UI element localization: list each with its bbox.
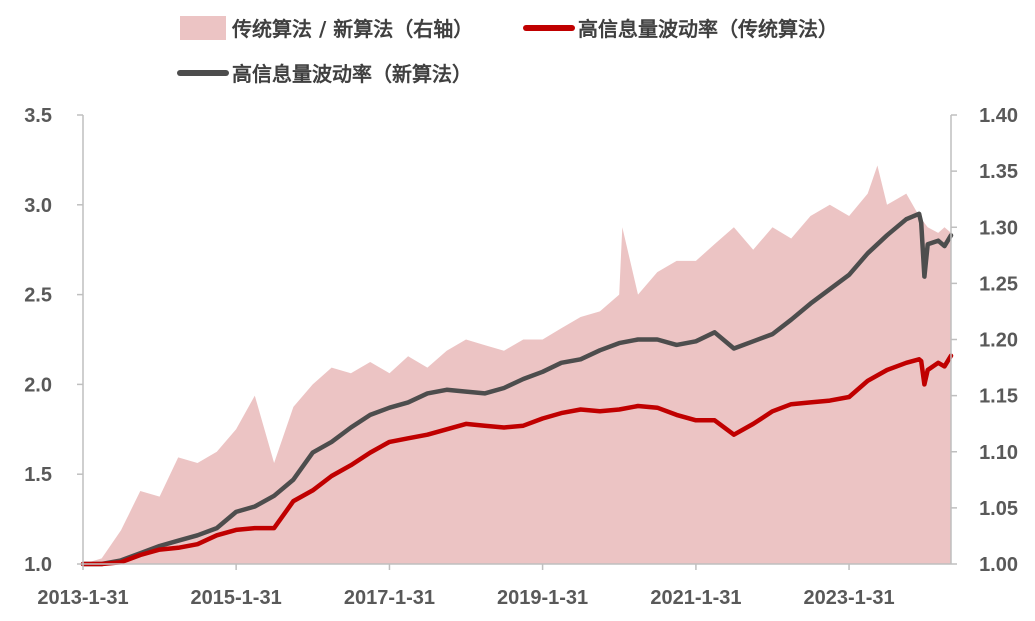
axes: 1.0 1.5 2.0 2.5 3.0 3.5 1.00 1.05 1.10 1.15 1.20 1.… — [24, 105, 1018, 609]
x-tick-label: 2017-1-31 — [344, 587, 435, 609]
y-left-tick-label: 2.0 — [24, 374, 52, 396]
series-area-ratio — [83, 165, 951, 564]
legend-item-traditional: 高信息量波动率（传统算法） — [523, 17, 838, 41]
legend-item-new: 高信息量波动率（新算法） — [177, 62, 472, 86]
legend-label-new: 高信息量波动率（新算法） — [232, 62, 472, 86]
legend-label-traditional: 高信息量波动率（传统算法） — [578, 17, 838, 41]
x-tick-label: 2019-1-31 — [497, 587, 588, 609]
y-right-tick-label: 1.15 — [979, 386, 1018, 408]
y-right-tick-label: 1.35 — [979, 161, 1018, 183]
y-right-tick-label: 1.10 — [979, 442, 1018, 464]
x-tick-label: 2021-1-31 — [650, 587, 741, 609]
legend: 传统算法 / 新算法（右轴） 高信息量波动率（传统算法） 高信息量波动率（新算法… — [177, 16, 838, 86]
y-right-tick-label: 1.20 — [979, 330, 1018, 352]
y-left-tick-label: 2.5 — [24, 285, 52, 307]
legend-label-ratio: 传统算法 / 新算法（右轴） — [231, 17, 473, 41]
y-right-tick-label: 1.40 — [979, 105, 1018, 127]
series-line-traditional — [80, 353, 954, 567]
legend-item-ratio: 传统算法 / 新算法（右轴） — [180, 16, 473, 41]
y-left-tick-label: 1.5 — [24, 464, 52, 486]
y-left-tick-label: 3.5 — [24, 105, 52, 127]
x-tick-label: 2015-1-31 — [191, 587, 282, 609]
y-right-tick-label: 1.00 — [979, 554, 1018, 576]
legend-swatch-ratio — [180, 16, 226, 40]
y-left-tick-label: 3.0 — [24, 195, 52, 217]
series-line-new — [80, 211, 954, 567]
y-right-tick-label: 1.30 — [979, 217, 1018, 239]
y-left-tick-label: 1.0 — [24, 554, 52, 576]
x-tick-label: 2013-1-31 — [37, 587, 128, 609]
y-right-tick-label: 1.05 — [979, 498, 1018, 520]
y-right-tick-label: 1.25 — [979, 273, 1018, 295]
plot-area — [80, 165, 954, 567]
x-tick-label: 2023-1-31 — [803, 587, 894, 609]
